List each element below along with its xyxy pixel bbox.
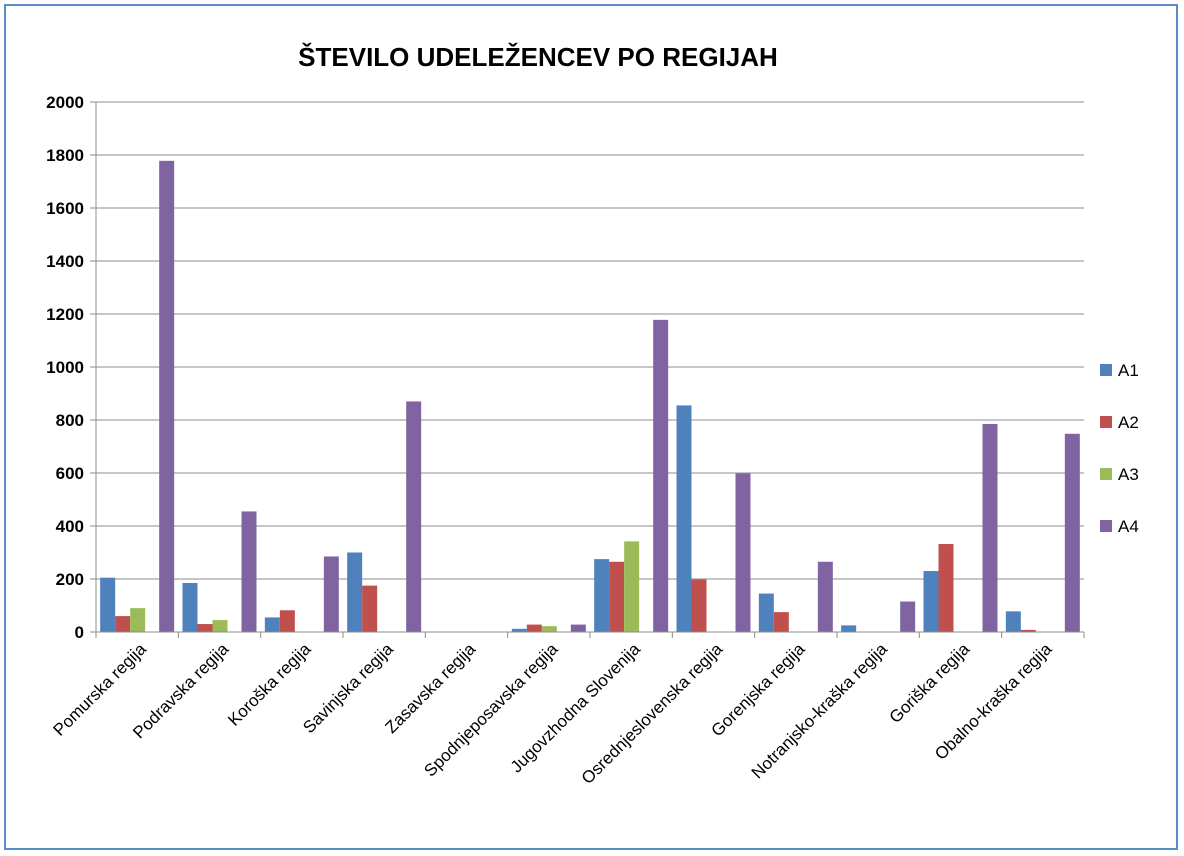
bar-a2 <box>362 585 378 632</box>
gridlines <box>96 101 1084 580</box>
bar-a1 <box>264 617 280 632</box>
bar-a2 <box>197 624 213 632</box>
bar-a2 <box>938 544 954 632</box>
legend-swatch-a4 <box>1100 520 1112 532</box>
legend-swatch-a2 <box>1100 416 1112 428</box>
bar-a1 <box>923 571 939 632</box>
bar-a2 <box>691 579 707 632</box>
legend-label-a2: A2 <box>1118 413 1139 432</box>
legend-label-a3: A3 <box>1118 465 1139 484</box>
bar-a3 <box>624 541 640 632</box>
bar-a1 <box>758 593 774 632</box>
x-tick-label: Koroška regija <box>224 639 315 730</box>
bar-a2 <box>773 612 789 632</box>
y-tick-label: 1800 <box>46 146 84 165</box>
bar-a4 <box>735 473 751 632</box>
bar-a4 <box>241 511 257 632</box>
legend-label-a4: A4 <box>1118 517 1139 536</box>
y-tick-label: 1600 <box>46 199 84 218</box>
legend-swatch-a3 <box>1100 468 1112 480</box>
bar-a3 <box>212 620 228 632</box>
y-tick-label: 200 <box>56 570 84 589</box>
y-tick-label: 1400 <box>46 252 84 271</box>
bar-a4 <box>323 556 339 632</box>
y-tick-label: 2000 <box>46 93 84 112</box>
legend-label-a1: A1 <box>1118 361 1139 380</box>
x-tick-label: Notranjsko-kraška regija <box>748 639 891 782</box>
bar-a1 <box>1005 611 1021 632</box>
bar-a4 <box>900 601 916 632</box>
bar-a4 <box>406 401 422 632</box>
bar-a1 <box>676 405 692 632</box>
legend-swatch-a1 <box>1100 364 1112 376</box>
bar-a4 <box>570 624 586 632</box>
bar-a1 <box>347 552 363 632</box>
chart-title: ŠTEVILO UDELEŽENCEV PO REGIJAH <box>298 42 778 72</box>
axes <box>95 102 1085 638</box>
x-tick-label: Goriška regija <box>886 639 974 727</box>
bar-a1 <box>182 582 198 632</box>
bar-a1 <box>841 625 857 632</box>
bar-a1 <box>100 577 116 632</box>
legend: A1 A2 A3 A4 <box>1100 361 1139 536</box>
x-tick-label: Spodnjeposavska regija <box>420 639 561 780</box>
bar-a4 <box>982 423 998 632</box>
bar-a4 <box>653 319 669 632</box>
bar-a4 <box>159 160 175 632</box>
bar-a2 <box>1020 629 1036 632</box>
y-axis-ticks: 0 200 400 600 800 1000 1200 1400 1600 1800 2000 <box>46 93 96 642</box>
bar-a1 <box>594 559 610 632</box>
y-tick-label: 800 <box>56 411 84 430</box>
chart-frame <box>4 4 1178 850</box>
y-tick-label: 1200 <box>46 305 84 324</box>
bar-a3 <box>541 626 557 632</box>
x-tick-label: Osrednjeslovenska regija <box>578 639 727 788</box>
bar-a4 <box>817 561 833 632</box>
y-tick-label: 0 <box>75 623 84 642</box>
bar-a1 <box>511 628 527 632</box>
y-tick-label: 1000 <box>46 358 84 377</box>
y-tick-label: 400 <box>56 517 84 536</box>
bar-a4 <box>1064 433 1080 632</box>
bar-a3 <box>130 608 146 632</box>
bar-a2 <box>526 624 542 632</box>
bar-a2 <box>279 610 295 632</box>
bar-a2 <box>115 616 131 632</box>
y-tick-label: 600 <box>56 464 84 483</box>
bars <box>100 160 1080 632</box>
bar-a2 <box>609 561 625 632</box>
